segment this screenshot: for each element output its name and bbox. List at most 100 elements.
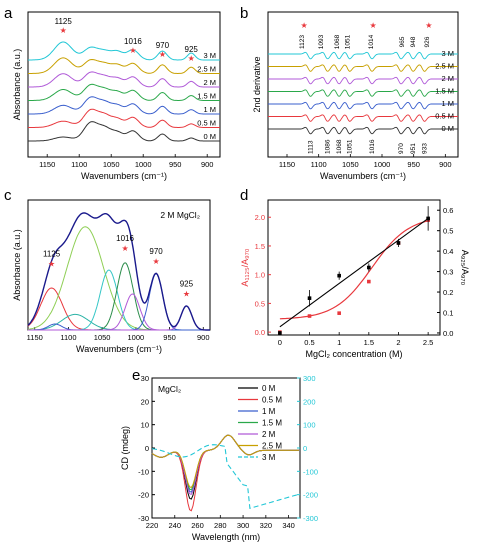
panel-d-left-tick-label: 1.0: [255, 271, 265, 280]
panel-c-peak-star: ★: [183, 289, 190, 298]
panel-d-right-tick-label: 0.6: [443, 206, 453, 215]
panel-e-x-tick-label: 260: [191, 521, 204, 530]
panel-e-legend-label: 0.5 M: [262, 396, 282, 405]
panel-e-series-line: [151, 444, 301, 509]
panel-c-x-tick-label: 1100: [60, 333, 76, 342]
panel-a-series-label: 2 M: [203, 78, 216, 87]
panel-e-ylabel: CD (mdeg): [120, 426, 130, 470]
panel-a-series-label: 0 M: [203, 132, 216, 141]
panel-a-x-tick-label: 1100: [71, 160, 87, 169]
panel-b-bottom-label: 1051: [347, 139, 354, 154]
panel-a-peak-star: ★: [60, 26, 67, 35]
panel-d-black-fit-line: [279, 217, 429, 328]
panel-e-left-tick-label: 30: [141, 374, 149, 383]
panel-e-right-tick-label: 0: [303, 444, 307, 453]
panel-b-top-label: 926: [424, 36, 431, 47]
panel-b-series-label: 2.5 M: [435, 62, 454, 71]
panel-d-black-point: [367, 265, 371, 270]
panel-b-series-line: [268, 126, 458, 135]
panel-c-envelope-line: [27, 212, 210, 331]
panel-a-series-line: [28, 83, 220, 101]
panel-b-series-label: 2 M: [441, 74, 454, 83]
panel-b-series-line: [268, 101, 458, 110]
panel-b-x-tick-label: 900: [439, 160, 452, 169]
panel-a-series-label: 1 M: [203, 105, 216, 114]
panel-b-top-label: 1093: [318, 34, 325, 49]
panel-b-series-label: 3 M: [441, 49, 454, 58]
panel-d-left-tick-label: 2.0: [255, 213, 265, 222]
panel-c-peak-label: 1016: [116, 234, 134, 243]
panel-d-red-point: [307, 314, 312, 318]
panel-a-series-line: [28, 121, 220, 142]
panel-e-x-tick-label: 340: [282, 521, 295, 530]
panel-b-x-tick-label: 1000: [374, 160, 391, 169]
panel-e-right-tick-label: 300: [303, 374, 316, 383]
panel-d-red-point: [367, 279, 371, 284]
panel-d-frame: [267, 199, 441, 336]
panel-b-bottom-label: 1016: [369, 139, 376, 154]
panel-b-series-line: [268, 114, 458, 122]
panel-e-x-tick-label: 220: [146, 521, 159, 530]
panel-letter-a: a: [4, 5, 13, 22]
panel-b-top-label: 1123: [299, 35, 306, 49]
panel-d-right-tick-label: 0.3: [443, 268, 453, 277]
panel-e-left-tick-label: -20: [138, 491, 149, 500]
panel-c-xlabel: Wavenumbers (cm⁻¹): [76, 344, 162, 354]
panel-a-ylabel: Absorbance (a.u.): [12, 49, 22, 121]
panel-d-red-point: [337, 311, 341, 315]
panel-a-xlabel: Wavenumbers (cm⁻¹): [81, 171, 167, 181]
panel-d-right-tick-label: 0.1: [443, 309, 453, 318]
panel-d-x-tick-label: 2.5: [423, 338, 433, 347]
panel-b-series-line: [268, 89, 458, 97]
panel-b-top-label: 1068: [334, 34, 341, 49]
panel-e-x-tick-label: 300: [237, 521, 250, 530]
panel-c-x-tick-label: 1150: [27, 333, 43, 342]
panel-e-legend-label: 1.5 M: [262, 419, 282, 428]
panel-a-peak-label: 970: [156, 41, 170, 50]
panel-d-red-fit-line: [279, 220, 429, 320]
panel-c-peak-star: ★: [121, 244, 128, 253]
panel-e-xlabel: Wavelength (nm): [192, 532, 260, 542]
panel-a-x-tick-label: 1050: [103, 160, 120, 169]
panel-b-bottom-label: 1113: [307, 140, 314, 154]
panel-e-annotation: MgCl₂: [158, 384, 181, 394]
panel-a-peak-label: 1125: [55, 17, 73, 26]
panel-d-ylabel-left: A₁₁₂₅/A₉₇₀: [240, 248, 250, 286]
panel-b-top-star: ★: [370, 21, 377, 30]
panel-d-left-tick-label: 1.5: [255, 242, 265, 251]
panel-b-ylabel: 2nd derivative: [252, 56, 262, 112]
panel-e-right-tick-label: -100: [303, 467, 318, 476]
panel-a-series-line: [28, 96, 220, 115]
panel-b-top-label: 948: [410, 36, 417, 47]
panel-b-x-tick-label: 1100: [311, 160, 327, 169]
panel-b-top-label: 1051: [345, 34, 352, 49]
panel-letter-e: e: [132, 367, 140, 384]
panel-b-bottom-label: 970: [398, 143, 405, 154]
panel-a-peak-label: 1016: [124, 37, 142, 46]
panel-d-xlabel: MgCl₂ concentration (M): [305, 349, 402, 359]
panel-e-left-tick-label: -10: [138, 467, 149, 476]
panel-c-peak-label: 970: [149, 247, 163, 256]
panel-b-series-label: 1.5 M: [435, 87, 454, 96]
panel-c-peak-star: ★: [48, 259, 55, 268]
panel-e-x-tick-label: 280: [214, 521, 227, 530]
panel-e-left-tick-label: 0: [145, 444, 149, 453]
panel-e-series-line: [151, 434, 299, 489]
panel-d-ylabel-right: A₉₂₅/A₉₇₀: [460, 250, 470, 286]
panel-e-left-tick-label: 20: [141, 397, 149, 406]
panel-e-left-tick-label: 10: [141, 421, 149, 430]
panel-d-black-point: [337, 273, 341, 278]
panel-b-series-line: [268, 76, 458, 85]
panel-b-bottom-label: 1068: [336, 139, 343, 154]
panel-d-black-point: [426, 216, 430, 221]
panel-a-x-tick-label: 900: [201, 160, 214, 169]
panel-b-x-tick-label: 1150: [279, 160, 295, 169]
panel-a-peak-star: ★: [188, 54, 195, 63]
panel-e-x-tick-label: 320: [260, 521, 273, 530]
panel-e-right-tick-label: 200: [303, 397, 316, 406]
panel-b-x-tick-label: 950: [407, 160, 420, 169]
panel-b-x-tick-label: 1050: [342, 160, 359, 169]
panel-b-xlabel: Wavenumbers (cm⁻¹): [320, 171, 406, 181]
panel-d-right-tick-label: 0.5: [443, 227, 453, 236]
